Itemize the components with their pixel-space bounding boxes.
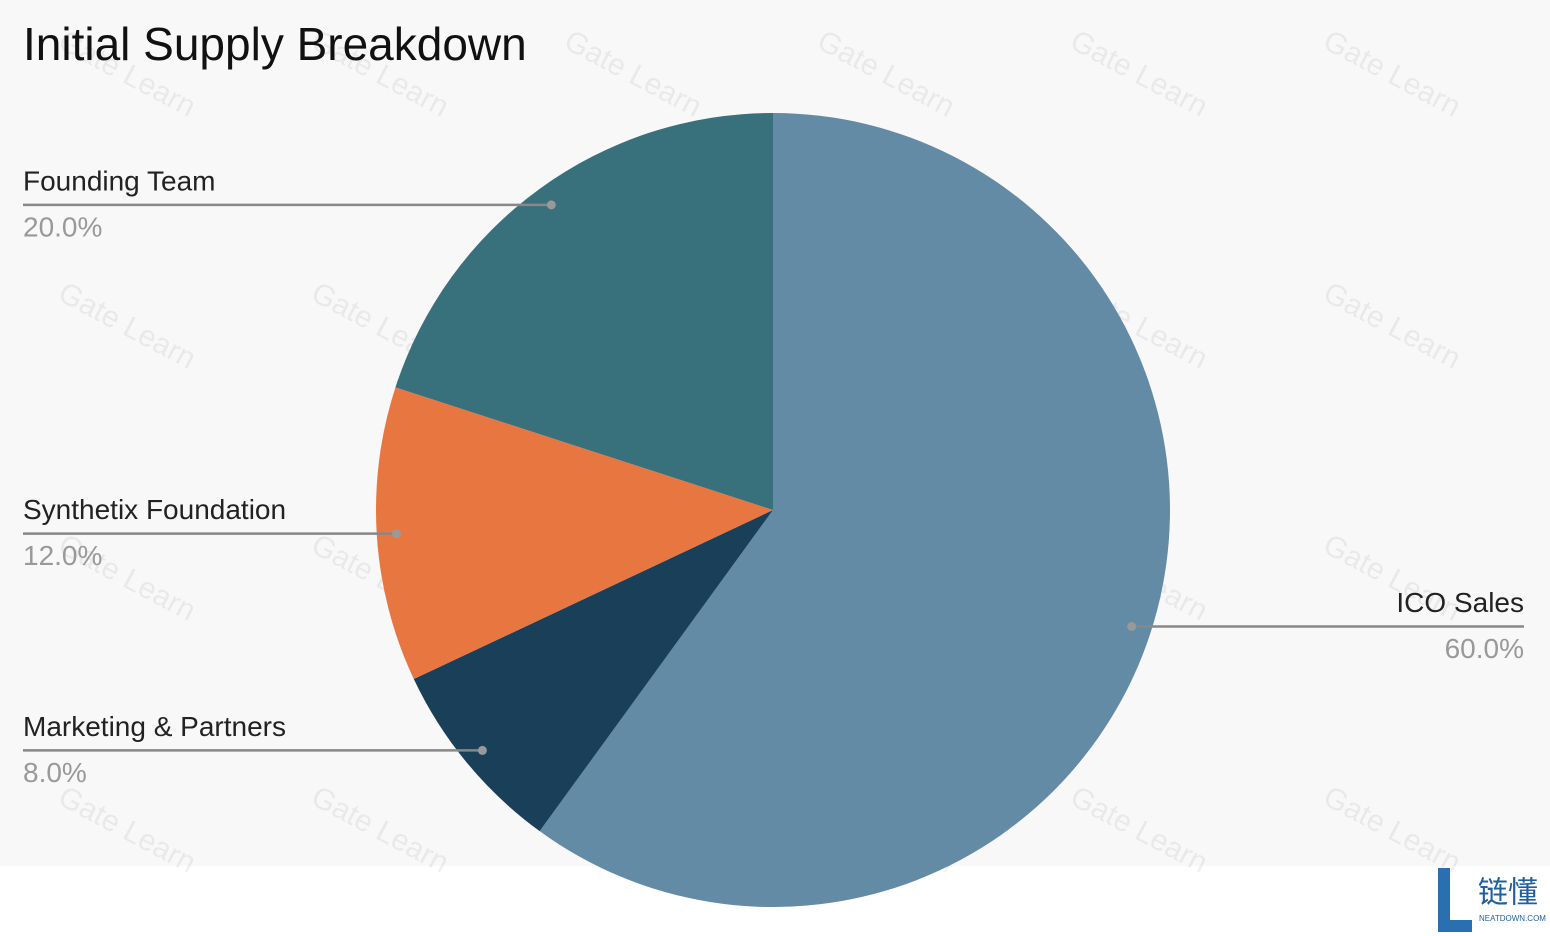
slice-label: Synthetix Foundation — [23, 494, 286, 525]
slice-label: Founding Team — [23, 165, 216, 196]
logo-mark — [1438, 868, 1472, 932]
logo: 链懂 NEATDOWN.COM — [1438, 868, 1546, 932]
slice-value-label: 12.0% — [23, 540, 102, 571]
slice-label: ICO Sales — [1396, 587, 1524, 618]
logo-text: 链懂 — [1478, 876, 1538, 911]
leader-dot — [546, 200, 556, 210]
leader-dot — [1127, 622, 1137, 632]
pie-slice — [376, 387, 773, 680]
chart-title: Initial Supply Breakdown — [23, 18, 527, 70]
pie-slice — [539, 113, 1170, 907]
slice-value-label: 60.0% — [1445, 633, 1524, 664]
pie: ICO Sales 60.0% Marketing & Partners 8.0% Sy… — [23, 113, 1524, 907]
leader-dot — [477, 745, 487, 755]
slice-value-label: 8.0% — [23, 757, 87, 788]
logo-subtext: NEATDOWN.COM — [1479, 914, 1546, 923]
slice-value-label: 20.0% — [23, 211, 102, 242]
pie-slice — [395, 113, 773, 510]
pie-slice — [413, 510, 773, 832]
leader-dot — [392, 529, 402, 539]
slice-label: Marketing & Partners — [23, 711, 286, 742]
